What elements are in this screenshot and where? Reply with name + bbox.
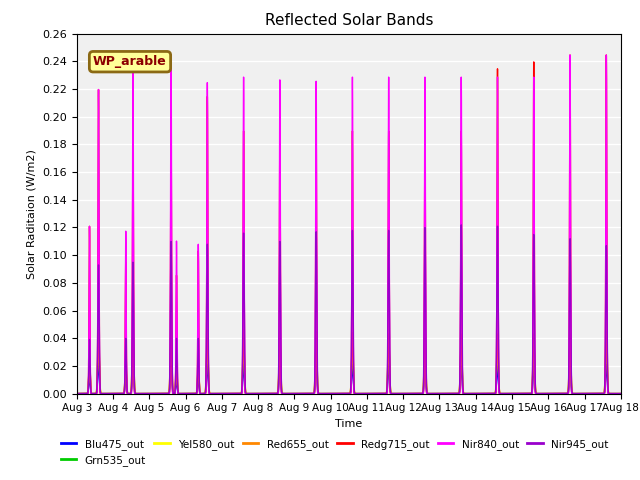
Redg715_out: [501, 391, 509, 396]
Grn535_out: [73, 391, 81, 396]
Y-axis label: Solar Raditaion (W/m2): Solar Raditaion (W/m2): [27, 149, 36, 278]
Nir840_out: [184, 391, 191, 396]
Blu475_out: [501, 391, 509, 396]
Line: Blu475_out: Blu475_out: [77, 363, 621, 394]
Redg715_out: [424, 391, 431, 396]
Yel580_out: [276, 344, 284, 349]
Red655_out: [363, 391, 371, 396]
Grn535_out: [95, 334, 102, 340]
Nir945_out: [276, 284, 284, 290]
Redg715_out: [615, 391, 623, 396]
Red655_out: [617, 391, 625, 396]
Redg715_out: [189, 391, 197, 396]
Nir840_out: [145, 391, 153, 396]
Blu475_out: [189, 391, 197, 396]
Grn535_out: [189, 391, 197, 396]
Nir945_out: [580, 391, 588, 396]
Grn535_out: [436, 391, 444, 396]
Redg715_out: [276, 281, 284, 287]
Yel580_out: [184, 391, 191, 396]
Line: Grn535_out: Grn535_out: [77, 337, 621, 394]
Nir840_out: [615, 391, 623, 396]
Line: Yel580_out: Yel580_out: [77, 317, 621, 394]
Nir945_out: [184, 391, 191, 396]
Nir840_out: [189, 391, 197, 396]
Nir840_out: [276, 286, 284, 291]
Yel580_out: [189, 391, 197, 396]
Line: Red655_out: Red655_out: [77, 327, 621, 394]
Grn535_out: [184, 391, 191, 396]
Redg715_out: [145, 391, 153, 396]
Redg715_out: [566, 52, 574, 58]
Nir945_out: [617, 391, 625, 396]
X-axis label: Time: Time: [335, 419, 362, 429]
Red655_out: [73, 391, 81, 396]
Yel580_out: [615, 391, 623, 396]
Redg715_out: [73, 391, 81, 396]
Nir945_out: [458, 222, 465, 228]
Yel580_out: [424, 391, 431, 396]
Red655_out: [189, 391, 197, 396]
Blu475_out: [436, 391, 444, 396]
Nir840_out: [73, 391, 81, 396]
Red655_out: [129, 324, 137, 330]
Text: WP_arable: WP_arable: [93, 55, 167, 68]
Red655_out: [276, 345, 284, 350]
Nir945_out: [73, 391, 81, 396]
Line: Nir840_out: Nir840_out: [77, 55, 621, 394]
Nir945_out: [615, 391, 623, 396]
Blu475_out: [184, 391, 191, 396]
Blu475_out: [73, 391, 81, 396]
Grn535_out: [276, 352, 284, 358]
Blu475_out: [276, 371, 284, 376]
Yel580_out: [501, 391, 509, 396]
Red655_out: [184, 391, 191, 396]
Nir945_out: [501, 391, 509, 396]
Yel580_out: [617, 391, 625, 396]
Redg715_out: [617, 391, 625, 396]
Grn535_out: [615, 391, 623, 396]
Blu475_out: [615, 391, 623, 396]
Red655_out: [501, 391, 509, 396]
Nir840_out: [617, 391, 625, 396]
Grn535_out: [617, 391, 625, 396]
Grn535_out: [424, 391, 431, 396]
Grn535_out: [501, 391, 509, 396]
Nir840_out: [167, 52, 175, 58]
Yel580_out: [602, 314, 610, 320]
Nir945_out: [424, 391, 431, 396]
Nir945_out: [189, 391, 197, 396]
Line: Nir945_out: Nir945_out: [77, 225, 621, 394]
Title: Reflected Solar Bands: Reflected Solar Bands: [264, 13, 433, 28]
Nir840_out: [501, 391, 509, 396]
Red655_out: [424, 391, 432, 396]
Blu475_out: [95, 360, 102, 366]
Redg715_out: [184, 391, 191, 396]
Line: Redg715_out: Redg715_out: [77, 55, 621, 394]
Yel580_out: [363, 391, 371, 396]
Yel580_out: [73, 391, 81, 396]
Red655_out: [615, 391, 623, 396]
Legend: Blu475_out, Grn535_out, Yel580_out, Red655_out, Redg715_out, Nir840_out, Nir945_: Blu475_out, Grn535_out, Yel580_out, Red6…: [56, 434, 612, 470]
Blu475_out: [424, 391, 431, 396]
Blu475_out: [617, 391, 625, 396]
Nir840_out: [424, 391, 432, 396]
